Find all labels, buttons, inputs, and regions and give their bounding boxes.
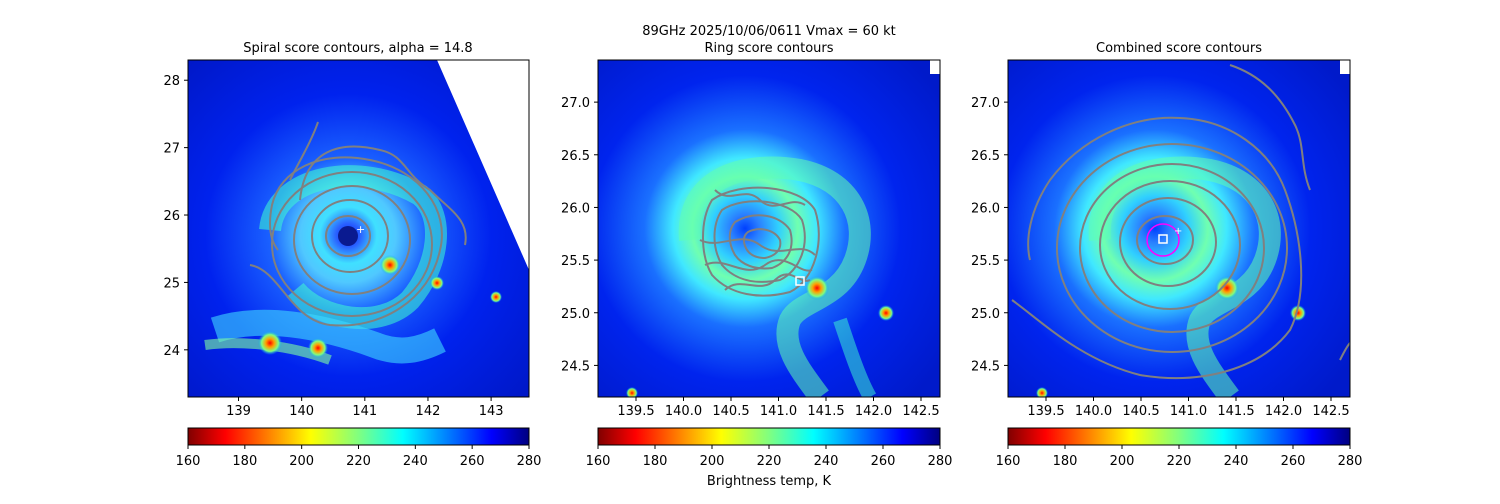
x-tick-label: 140.0 <box>665 404 702 419</box>
x-tick-label: 140.0 <box>1075 404 1112 419</box>
x-tick-label: 140 <box>289 404 314 419</box>
colorbar-tick-label: 160 <box>586 454 611 469</box>
colorbar-tick-label: 280 <box>517 454 542 469</box>
colorbar: 160 180 200 220 240 260 280 <box>176 427 542 469</box>
x-tick-label: 139 <box>226 404 251 419</box>
score-contours <box>249 121 467 327</box>
axes: 139.5 140.0 140.5 141.0 141.5 142.0 142.5 24.5 2… <box>561 96 940 419</box>
y-tick-label: 27 <box>163 142 180 157</box>
score-contours <box>699 186 820 297</box>
x-tick-label: 141.0 <box>760 404 797 419</box>
center-circle <box>1146 223 1180 257</box>
x-tick-label: 142 <box>416 404 441 419</box>
colorbar-tick-label: 200 <box>700 454 725 469</box>
colorbar-tick-label: 260 <box>1281 454 1306 469</box>
plot-area: + <box>188 60 529 397</box>
colorbar-tick-label: 260 <box>460 454 485 469</box>
center-marker: + <box>1174 226 1182 237</box>
y-tick-label: 26.0 <box>971 201 1000 216</box>
panel-spiral: Spiral score contours, alpha = 14.8 <box>163 41 530 419</box>
axes: 139.5 140.0 140.5 141.0 141.5 142.0 142.5 24.5 2… <box>971 96 1350 419</box>
x-tick-label: 141 <box>352 404 377 419</box>
hotspot-feature <box>308 338 328 358</box>
x-tick-label: 139.5 <box>617 404 654 419</box>
y-tick-label: 26 <box>163 209 180 224</box>
plot-area: + <box>1008 60 1350 397</box>
panel-combined: Combined score contours + 139.5 <box>971 41 1351 419</box>
score-contours <box>1011 64 1350 379</box>
colorbar-tick-label: 160 <box>996 454 1021 469</box>
y-tick-label: 25.0 <box>971 307 1000 322</box>
x-tick-label: 142.0 <box>1265 404 1302 419</box>
colorbar-tick-label: 180 <box>1053 454 1078 469</box>
y-tick-label: 27.0 <box>971 96 1000 111</box>
colorbar-tick-label: 240 <box>814 454 839 469</box>
x-tick-label: 141.5 <box>1217 404 1254 419</box>
colorbar-tick-label: 260 <box>871 454 896 469</box>
hotspot-feature <box>805 276 829 300</box>
colorbar-tick-label: 220 <box>1167 454 1192 469</box>
panel-title: Ring score contours <box>704 41 833 56</box>
hotspot-feature <box>380 255 400 275</box>
colorbar-tick-label: 280 <box>928 454 953 469</box>
y-tick-label: 28 <box>163 74 180 89</box>
y-tick-label: 26.0 <box>561 201 590 216</box>
colorbar-label: Brightness temp, K <box>707 474 832 489</box>
x-tick-label: 142.5 <box>1312 404 1349 419</box>
combined-center-marker <box>1158 234 1168 244</box>
colorbar: 160 180 200 220 240 260 280 Brightness temp, K <box>586 427 953 489</box>
y-tick-label: 25.0 <box>561 307 590 322</box>
y-tick-label: 24 <box>163 344 180 359</box>
panel-title: Combined score contours <box>1096 41 1262 56</box>
colorbar-tick-label: 180 <box>232 454 257 469</box>
colorbar-tick-label: 200 <box>289 454 314 469</box>
colorbar-tick-label: 240 <box>1224 454 1249 469</box>
figure-suptitle: 89GHz 2025/10/06/0611 Vmax = 60 kt <box>642 24 896 39</box>
y-tick-label: 25.5 <box>561 254 590 269</box>
hotspot-feature <box>878 305 894 321</box>
panel-ring: Ring score contours 139.5 140.0 <box>561 41 941 419</box>
colorbar-tick-label: 180 <box>643 454 668 469</box>
hotspot-feature <box>1215 276 1239 300</box>
hotspot-feature <box>1290 305 1306 321</box>
hotspot-feature <box>430 276 444 290</box>
plot-area <box>598 60 940 397</box>
y-tick-label: 24.5 <box>971 359 1000 374</box>
ring-center-marker <box>795 276 805 286</box>
y-tick-label: 25.5 <box>971 254 1000 269</box>
hotspot-feature <box>490 291 502 303</box>
panel-title: Spiral score contours, alpha = 14.8 <box>243 41 472 56</box>
missing-swath <box>437 60 529 270</box>
y-tick-label: 26.5 <box>561 149 590 164</box>
colorbar-tick-label: 220 <box>757 454 782 469</box>
colorbar-tick-label: 200 <box>1110 454 1135 469</box>
x-tick-label: 139.5 <box>1027 404 1064 419</box>
hotspot-feature <box>258 331 282 355</box>
hotspot-feature <box>1036 387 1048 397</box>
colorbar-tick-label: 160 <box>176 454 201 469</box>
colorbar-tick-label: 240 <box>403 454 428 469</box>
colorbar-tick-label: 280 <box>1338 454 1363 469</box>
colorbar-tick-label: 220 <box>346 454 371 469</box>
axes: 139 140 141 142 143 24 25 26 27 28 <box>163 74 503 419</box>
x-tick-label: 142.0 <box>855 404 892 419</box>
y-tick-label: 27.0 <box>561 96 590 111</box>
y-tick-label: 26.5 <box>971 149 1000 164</box>
x-tick-label: 141.0 <box>1170 404 1207 419</box>
hotspot-feature <box>626 387 638 397</box>
y-tick-label: 25 <box>163 276 180 291</box>
eye-feature <box>338 226 358 246</box>
y-tick-label: 24.5 <box>561 359 590 374</box>
center-marker: + <box>356 223 365 236</box>
x-tick-label: 140.5 <box>1122 404 1159 419</box>
x-tick-label: 140.5 <box>712 404 749 419</box>
x-tick-label: 143 <box>479 404 504 419</box>
x-tick-label: 141.5 <box>807 404 844 419</box>
x-tick-label: 142.5 <box>902 404 939 419</box>
colorbar: 160 180 200 220 240 260 280 <box>996 427 1363 469</box>
